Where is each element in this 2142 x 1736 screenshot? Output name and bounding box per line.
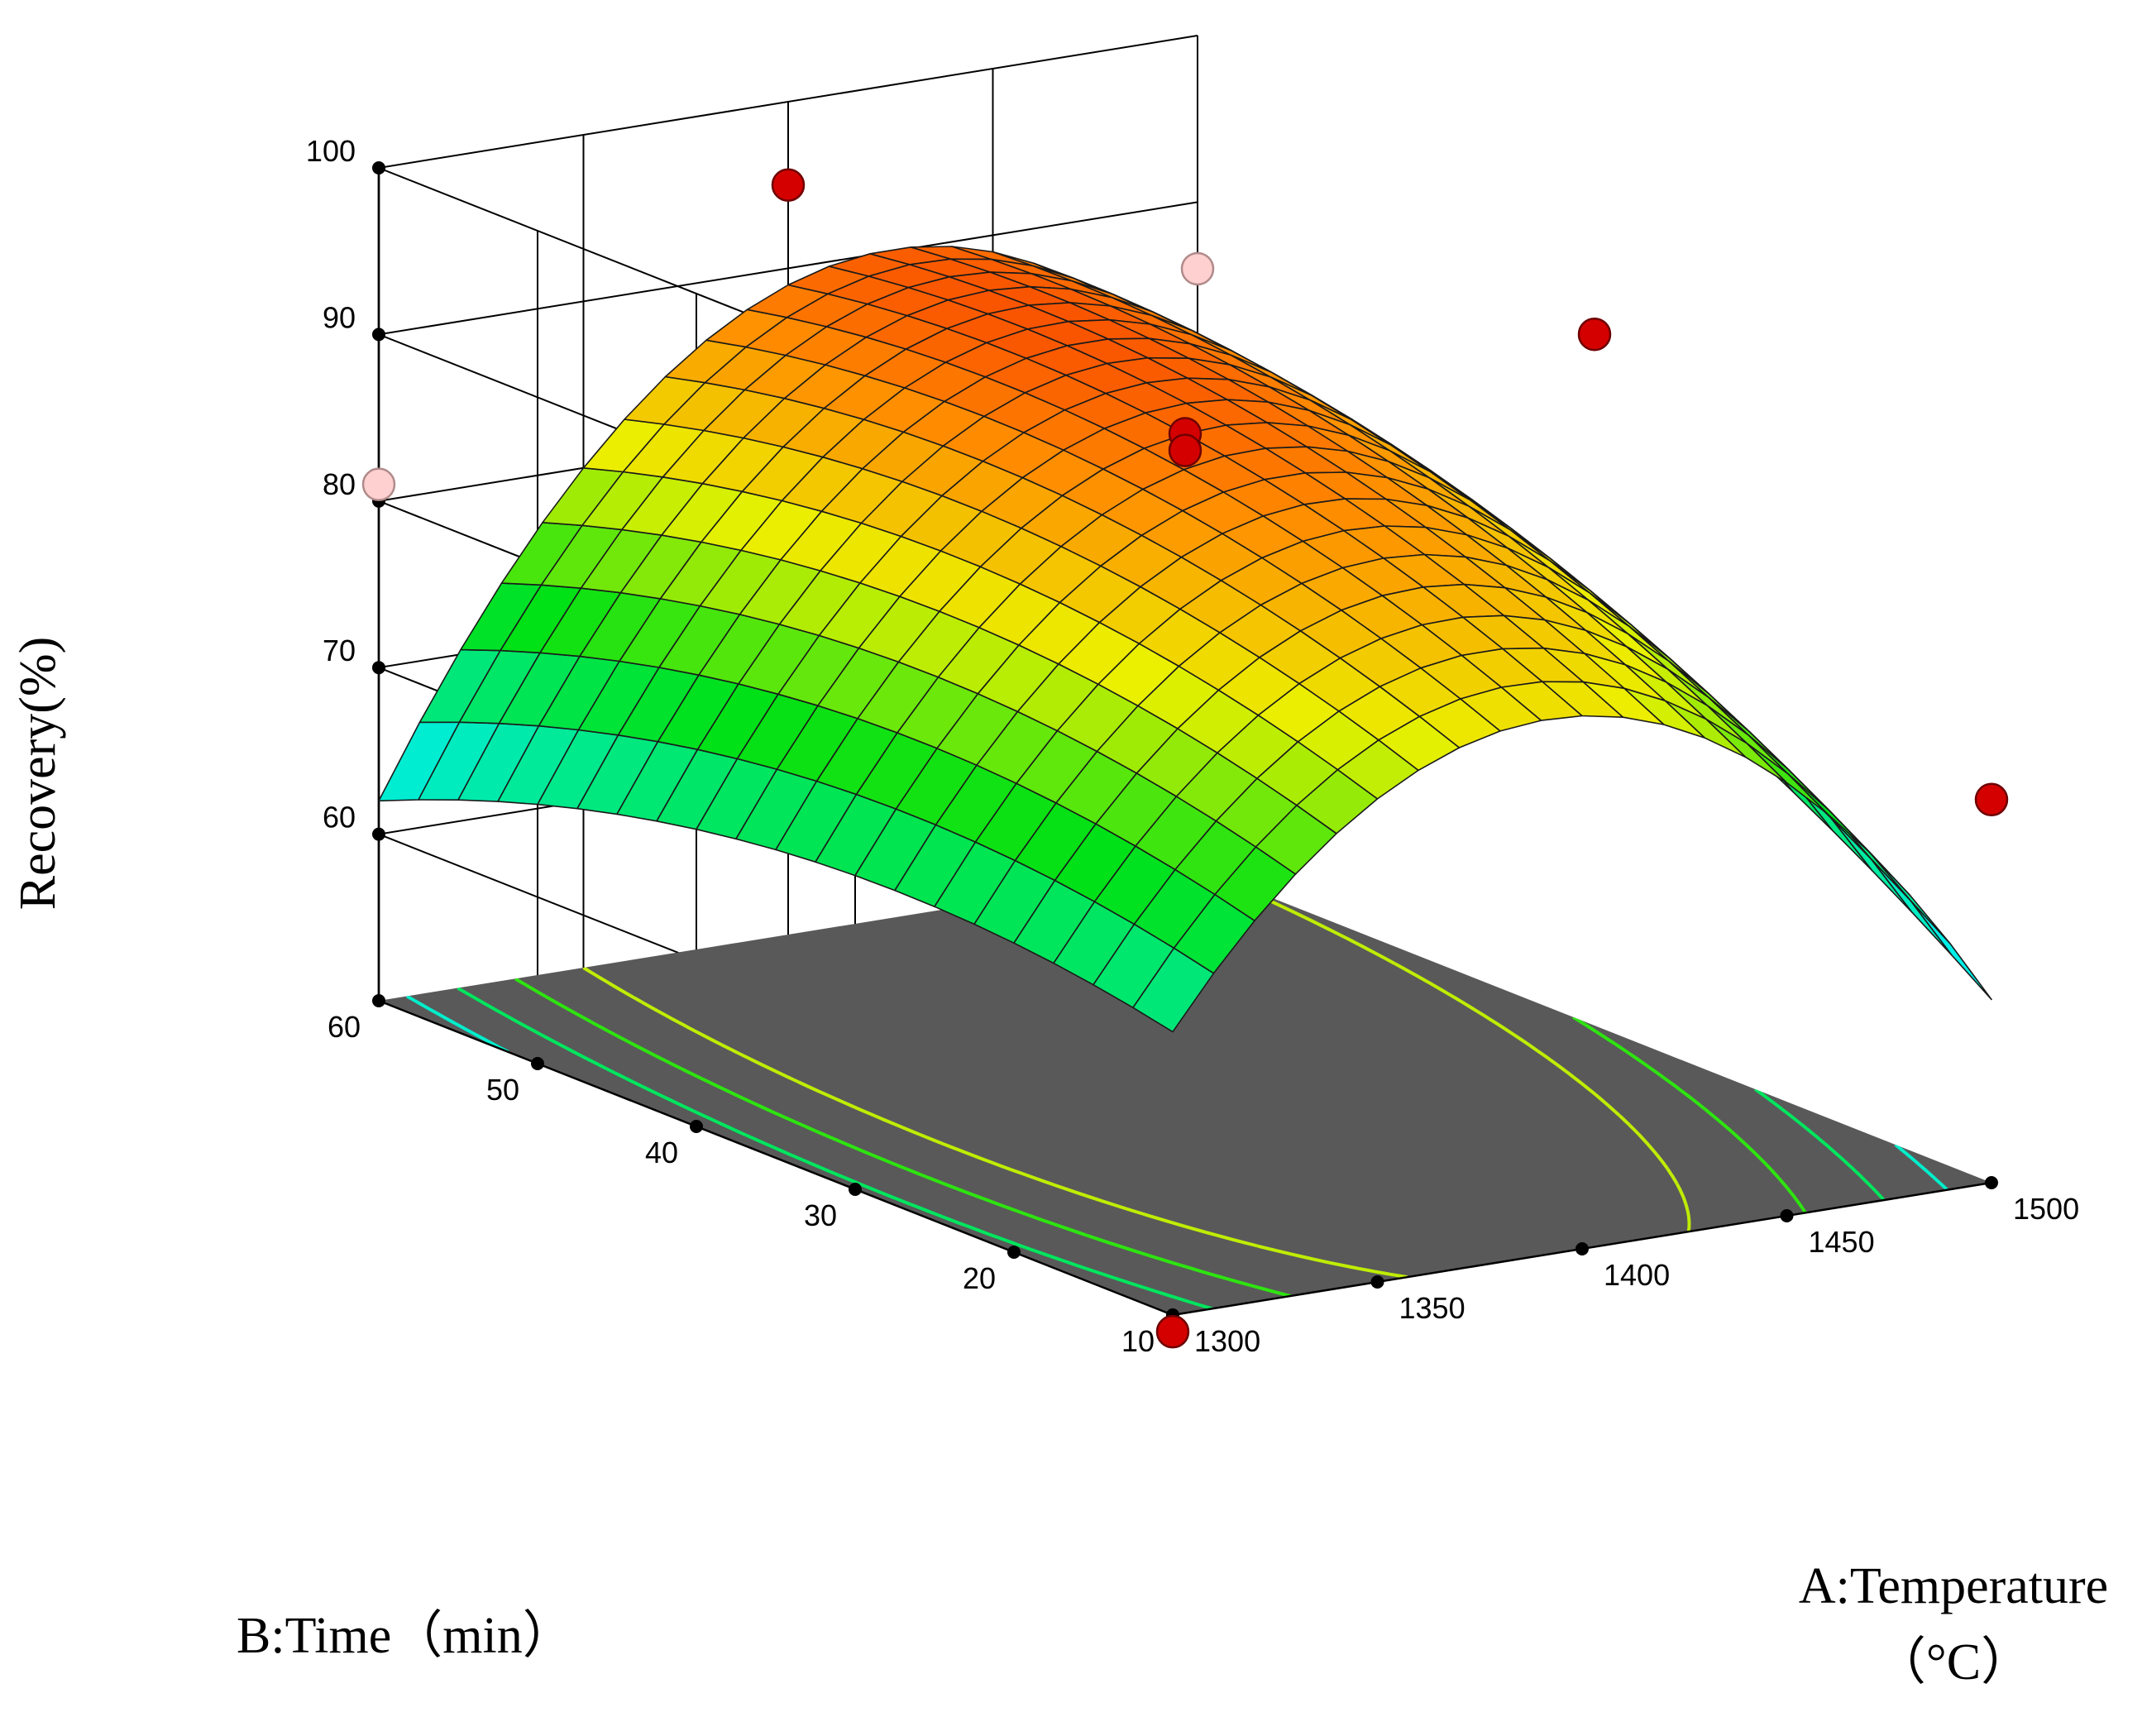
z-axis-label: Recovery(%) [10, 637, 66, 911]
x-tick-label: 1450 [1809, 1225, 1875, 1259]
z-tick-dot [372, 161, 385, 175]
z-tick-dot [372, 827, 385, 841]
response-surface [378, 246, 1992, 1033]
x-tick-dot [1370, 1275, 1384, 1289]
surface-facet [1870, 858, 1953, 956]
x-axis-label-line1: A:Temperature [1799, 1558, 2108, 1614]
y-tick-dot [531, 1057, 544, 1070]
x-tick-dot [1780, 1209, 1794, 1222]
x-tick-label: 1500 [2013, 1192, 2079, 1226]
axis-ticks: 1300 1350 1400 1450 1500 10 20 30 40 50 60 60 70 80 90… [306, 134, 2079, 1358]
design-point [1974, 782, 2009, 817]
y-tick-label: 30 [804, 1198, 837, 1232]
y-tick-label: 40 [645, 1136, 678, 1169]
design-point [1155, 1314, 1190, 1349]
z-tick-dot [372, 328, 385, 342]
floor-plane [379, 868, 1991, 1315]
y-tick-label: 20 [963, 1261, 996, 1295]
y-tick-dot [690, 1120, 703, 1133]
design-point [1168, 433, 1202, 467]
surface-facet [1746, 743, 1829, 815]
z-tick-label: 60 [323, 801, 356, 835]
y-tick-label: 50 [486, 1073, 519, 1107]
z-tick-label: 100 [306, 134, 356, 168]
surface-facet [1830, 817, 1913, 913]
z-tick-dot [372, 661, 385, 675]
axis-line [378, 999, 1174, 1317]
x-tick-label: 1300 [1194, 1324, 1260, 1358]
x-axis-label-line2: （°C） [1875, 1634, 2032, 1691]
design-point [771, 168, 806, 202]
contour-line [514, 977, 1807, 1298]
x-tick-label: 1400 [1604, 1258, 1670, 1292]
y-tick-dot [1007, 1246, 1021, 1259]
design-point [1180, 251, 1215, 286]
contour-line [582, 868, 1691, 1279]
x-tick-dot [1575, 1242, 1589, 1255]
y-tick-dot [372, 994, 385, 1007]
surface-facet [1910, 900, 1992, 1001]
y-tick-label: 10 [1121, 1324, 1155, 1358]
z-tick-label: 80 [323, 467, 356, 501]
y-tick-label: 60 [328, 1010, 361, 1044]
z-tick-label: 70 [323, 634, 356, 667]
x-tick-dot [1985, 1176, 1998, 1189]
design-point [1577, 317, 1612, 352]
contour-line [457, 986, 1886, 1311]
y-tick-dot [849, 1183, 862, 1196]
design-points-above-surface [771, 168, 2009, 1349]
x-tick-label: 1350 [1399, 1291, 1465, 1325]
z-tick-label: 90 [323, 300, 356, 334]
design-point [361, 467, 396, 501]
y-axis-label: B:Time（min） [237, 1608, 574, 1664]
